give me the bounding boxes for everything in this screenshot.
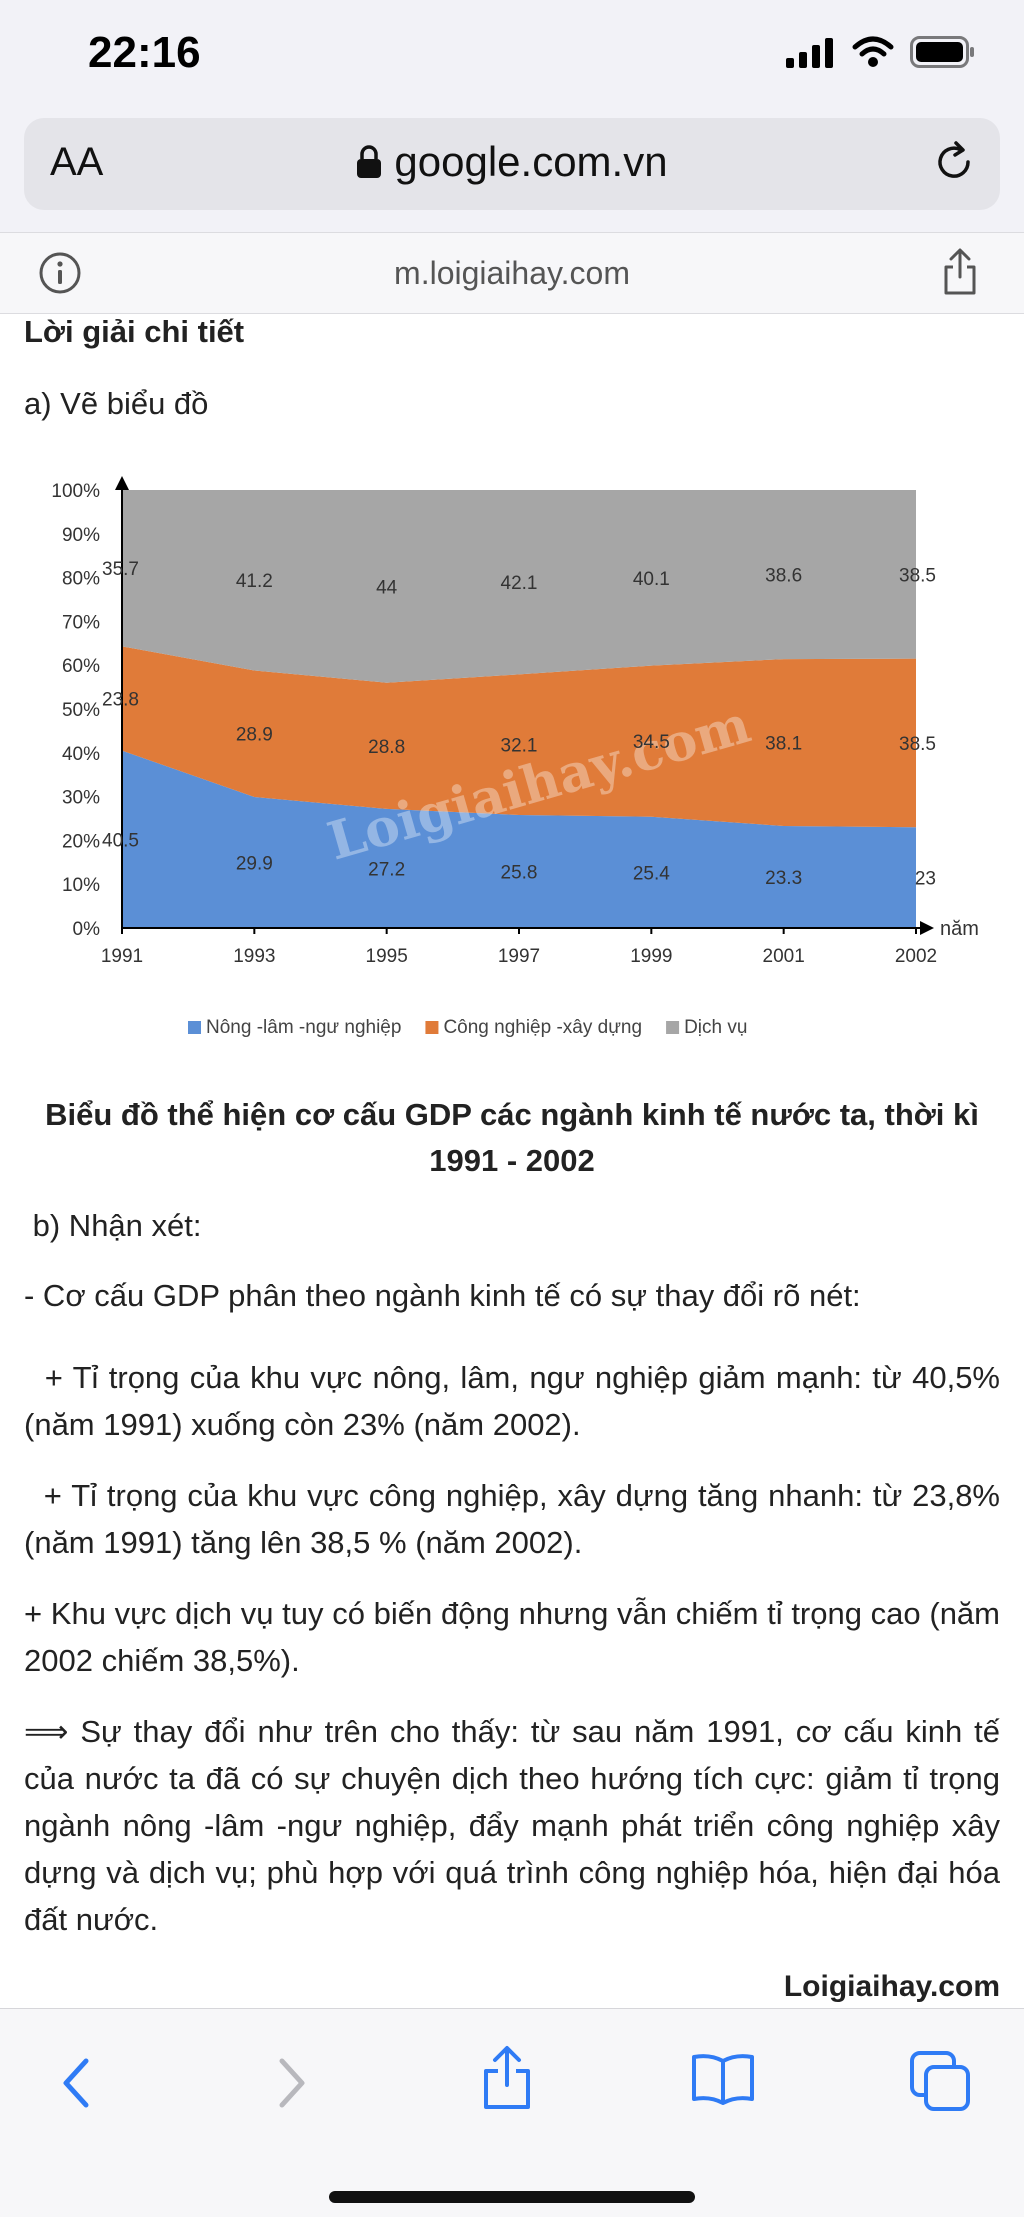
area-series-1 — [122, 750, 916, 928]
paragraph-3: + Tỉ trọng của khu vực công nghiệp, xây … — [24, 1472, 1000, 1566]
data-label: 41.2 — [236, 571, 273, 592]
x-tick-label: 1995 — [366, 946, 408, 967]
y-tick-label: 40% — [62, 744, 100, 765]
x-axis-arrow — [920, 921, 934, 935]
data-label: 23 — [915, 869, 936, 890]
data-label: 23.3 — [765, 868, 802, 889]
url-display[interactable]: google.com.vn — [24, 138, 1000, 189]
data-label: 23.8 — [102, 689, 139, 710]
section-heading: Lời giải chi tiết — [24, 314, 245, 349]
bookmarks-icon[interactable] — [690, 2051, 756, 2112]
legend-label-2: Công nghiệp -xây dựng — [443, 1017, 642, 1038]
area-series-2 — [122, 646, 916, 828]
data-label: 38.1 — [765, 734, 802, 755]
y-tick-label: 80% — [62, 569, 100, 590]
share-icon[interactable] — [938, 247, 982, 302]
url-text: google.com.vn — [394, 138, 668, 185]
data-label: 34.5 — [633, 732, 670, 753]
y-tick-label: 10% — [62, 875, 100, 896]
browser-bottom-toolbar — [0, 2008, 1024, 2217]
chart-caption: Biểu đồ thể hiện cơ cấu GDP các ngành ki… — [45, 1097, 979, 1178]
paragraph-5: ⟹ Sự thay đổi như trên cho thấy: từ sau … — [24, 1714, 1000, 1937]
x-tick-label: 1997 — [498, 946, 540, 967]
gdp-structure-chart: 0% 10% 20% 30% 40% 50% 60% 70% 80% 90% 100% 1991 199… — [24, 450, 1000, 1370]
tabs-icon[interactable] — [908, 2049, 972, 2118]
y-tick-label: 0% — [73, 919, 101, 940]
data-label: 28.8 — [368, 737, 405, 758]
x-tick-label: 2001 — [763, 946, 805, 967]
y-tick-label: 30% — [62, 788, 100, 809]
part-b-text: b) Nhận xét: — [32, 1208, 202, 1243]
data-label: 29.9 — [236, 854, 273, 875]
wifi-icon — [852, 36, 894, 73]
data-label: 42.1 — [501, 573, 538, 594]
signal-icon — [786, 36, 836, 73]
share-icon[interactable] — [478, 2045, 536, 2116]
part-a-label: a) Vẽ biểu đồ — [24, 386, 209, 421]
legend-label-3: Dịch vụ — [684, 1017, 747, 1038]
text-size-button[interactable]: AA — [50, 140, 103, 185]
x-tick-label: 1991 — [101, 946, 143, 967]
x-tick-label: 1999 — [630, 946, 672, 967]
site-domain: m.loigiaihay.com — [394, 255, 630, 291]
paragraph-4: + Khu vực dịch vụ tuy có biến động nhưng… — [24, 1596, 1000, 1678]
area-series-3 — [122, 490, 916, 683]
data-label: 27.2 — [368, 859, 405, 880]
article-content: Lời giải chi tiết a) Vẽ biểu đồ 0% 10% 20%… — [0, 312, 1024, 2008]
lock-icon — [356, 141, 382, 189]
data-label: 38.5 — [899, 565, 936, 586]
legend-swatch-1 — [188, 1021, 201, 1034]
status-icons — [786, 34, 976, 74]
text-size-label: AA — [50, 140, 104, 184]
y-tick-label: 50% — [62, 700, 100, 721]
part-b-label: b) Nhận xét: — [24, 1202, 1000, 1249]
brand-footer: Loigiaihay.com — [783, 1970, 1000, 2003]
y-tick-label: 70% — [62, 612, 100, 633]
paragraph-1: - Cơ cấu GDP phân theo ngành kinh tế có … — [24, 1278, 861, 1313]
reload-icon[interactable] — [930, 138, 978, 191]
home-indicator — [329, 2191, 695, 2203]
data-label: 38.6 — [765, 566, 802, 587]
browser-top-chrome: 22:16 AA — [0, 0, 1024, 232]
legend-swatch-2 — [425, 1021, 439, 1034]
y-tick-label: 90% — [62, 525, 100, 546]
y-axis-arrow — [115, 476, 129, 490]
y-tick-label: 20% — [62, 831, 100, 852]
forward-icon[interactable] — [266, 2053, 316, 2118]
legend-swatch-3 — [666, 1021, 680, 1034]
paragraph-2-text: + Tỉ trọng của khu vực nông, lâm, ngư ng… — [24, 1360, 1000, 1442]
site-info-bar: m.loigiaihay.com — [0, 232, 1024, 314]
data-label: 32.1 — [501, 736, 538, 757]
data-label: 25.4 — [633, 863, 670, 884]
x-tick-label: 1993 — [233, 946, 275, 967]
y-tick-label: 60% — [62, 656, 100, 677]
paragraph-3-text: + Tỉ trọng của khu vực công nghiệp, xây … — [24, 1478, 1000, 1560]
x-axis-label: năm — [940, 918, 979, 940]
data-label: 40.5 — [102, 830, 139, 851]
legend-label-1: Nông -lâm -ngư nghiệp — [206, 1017, 401, 1038]
battery-icon — [910, 35, 976, 73]
data-label: 40.1 — [633, 569, 670, 590]
paragraph-2: + Tỉ trọng của khu vực nông, lâm, ngư ng… — [24, 1354, 1000, 1448]
back-icon[interactable] — [52, 2053, 102, 2118]
data-label: 38.5 — [899, 734, 936, 755]
address-bar[interactable]: AA google.com.vn — [24, 118, 1000, 210]
y-tick-label: 100% — [51, 481, 100, 502]
info-icon[interactable] — [38, 251, 82, 300]
chart-svg: 0% 10% 20% 30% 40% 50% 60% 70% 80% 90% 100% 1991 199… — [24, 450, 1000, 1090]
x-tick-label: 2002 — [895, 946, 937, 967]
status-time: 22:16 — [88, 28, 201, 77]
data-label: 25.8 — [501, 862, 538, 883]
data-label: 44 — [376, 577, 398, 598]
data-label: 35.7 — [102, 559, 139, 580]
data-label: 28.9 — [236, 725, 273, 746]
